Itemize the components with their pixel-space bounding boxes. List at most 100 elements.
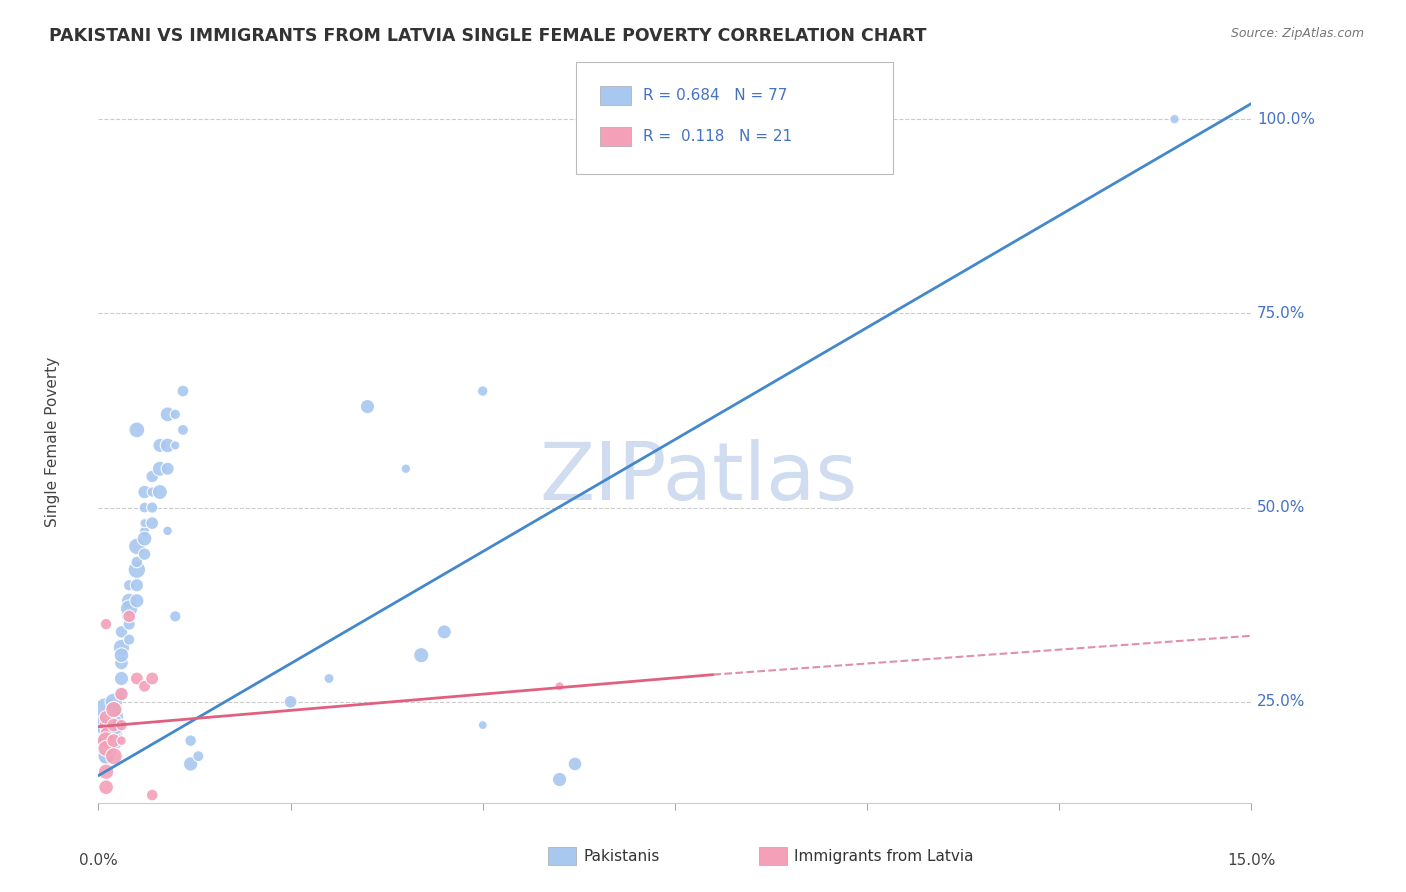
Point <box>94 733 117 747</box>
Point <box>110 718 132 732</box>
Point <box>134 500 156 515</box>
Text: Source: ZipAtlas.com: Source: ZipAtlas.com <box>1230 27 1364 40</box>
Point <box>548 679 571 693</box>
Point <box>110 648 132 663</box>
Point <box>125 563 148 577</box>
Point <box>103 718 125 732</box>
Point <box>134 532 156 546</box>
Text: 75.0%: 75.0% <box>1257 306 1306 321</box>
Point <box>564 756 586 771</box>
Point <box>94 718 117 732</box>
Point <box>156 438 179 452</box>
Point <box>110 672 132 686</box>
Point <box>395 461 418 475</box>
Point <box>149 461 172 475</box>
Point <box>110 733 132 747</box>
Point <box>172 423 194 437</box>
Point <box>94 726 117 740</box>
Point <box>94 741 117 756</box>
Point <box>433 624 456 639</box>
Point <box>156 461 179 475</box>
Point <box>741 112 763 127</box>
Text: 15.0%: 15.0% <box>1227 854 1275 869</box>
Point <box>110 640 132 655</box>
Point <box>125 672 148 686</box>
Point <box>125 578 148 592</box>
Point <box>110 656 132 670</box>
Point <box>103 726 125 740</box>
Point <box>134 516 156 530</box>
Point <box>94 749 117 764</box>
Point <box>94 702 117 716</box>
Point <box>134 524 156 538</box>
Point <box>94 726 117 740</box>
Point <box>141 500 163 515</box>
Point <box>110 687 132 701</box>
Point <box>118 601 141 615</box>
Point <box>118 578 141 592</box>
Point <box>356 400 378 414</box>
Point <box>110 687 132 701</box>
Point <box>94 741 117 756</box>
Text: 100.0%: 100.0% <box>1257 112 1315 127</box>
Point <box>172 384 194 398</box>
Point <box>94 710 117 724</box>
Point <box>180 733 202 747</box>
Text: ZIPatlas: ZIPatlas <box>538 439 858 516</box>
Text: 50.0%: 50.0% <box>1257 500 1306 515</box>
Point <box>471 384 494 398</box>
Text: R =  0.118   N = 21: R = 0.118 N = 21 <box>643 129 792 144</box>
Point <box>94 710 117 724</box>
Point <box>94 726 117 740</box>
Point <box>94 749 117 764</box>
Point <box>118 632 141 647</box>
Point <box>280 695 302 709</box>
Point <box>94 780 117 795</box>
Point <box>94 718 117 732</box>
Point <box>94 733 117 747</box>
Point <box>141 788 163 802</box>
Point <box>134 547 156 561</box>
Text: Pakistanis: Pakistanis <box>583 849 659 863</box>
Point <box>156 408 179 422</box>
Point <box>134 679 156 693</box>
Point <box>141 672 163 686</box>
Point <box>165 408 187 422</box>
Point <box>125 555 148 569</box>
Point <box>125 423 148 437</box>
Point <box>118 594 141 608</box>
Point <box>94 617 117 632</box>
Point <box>125 540 148 554</box>
Text: 25.0%: 25.0% <box>1257 694 1306 709</box>
Point <box>103 718 125 732</box>
Point <box>94 733 117 747</box>
Point <box>103 702 125 716</box>
Point <box>411 648 433 663</box>
Text: PAKISTANI VS IMMIGRANTS FROM LATVIA SINGLE FEMALE POVERTY CORRELATION CHART: PAKISTANI VS IMMIGRANTS FROM LATVIA SING… <box>49 27 927 45</box>
Text: R = 0.684   N = 77: R = 0.684 N = 77 <box>643 88 787 103</box>
Point <box>149 438 172 452</box>
Point <box>141 485 163 500</box>
Point <box>156 524 179 538</box>
Point <box>118 609 141 624</box>
Point <box>318 672 340 686</box>
Point <box>94 718 117 732</box>
Point <box>165 609 187 624</box>
Point <box>141 469 163 483</box>
Point <box>187 749 209 764</box>
Point <box>94 733 117 747</box>
Point <box>1163 112 1185 127</box>
Point <box>118 617 141 632</box>
Point <box>103 749 125 764</box>
Point <box>471 718 494 732</box>
Point <box>165 438 187 452</box>
Text: Immigrants from Latvia: Immigrants from Latvia <box>794 849 974 863</box>
Point <box>548 772 571 787</box>
Point <box>103 710 125 724</box>
Point <box>118 609 141 624</box>
Point <box>149 485 172 500</box>
Point <box>110 624 132 639</box>
Point <box>103 695 125 709</box>
Point <box>586 112 609 127</box>
Point <box>94 718 117 732</box>
